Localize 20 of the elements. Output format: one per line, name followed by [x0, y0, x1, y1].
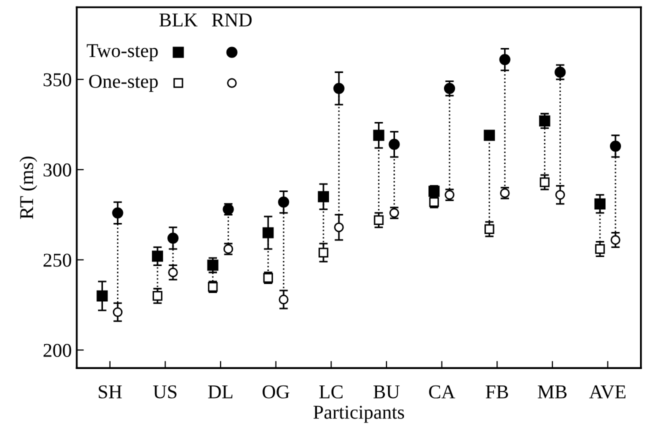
x-tick-label: FB [486, 385, 508, 398]
x-tick-label: CA [429, 385, 456, 398]
annotation: BLK [159, 14, 198, 26]
x-tick-label: BU [374, 385, 400, 398]
legend-label: One-step [89, 74, 158, 92]
x-tick-label: LC [319, 385, 343, 398]
x-tick-label: DL [208, 385, 232, 398]
x-axis-title: Participants [313, 406, 404, 423]
x-tick-label: AVE [589, 385, 626, 399]
x-tick-label: SH [98, 385, 122, 398]
annotation: RND [212, 14, 252, 26]
y-tick-label: 350 [44, 73, 72, 86]
y-tick-label: 300 [44, 163, 72, 177]
x-tick-label: MB [538, 385, 567, 398]
legend-label: Two-step [86, 44, 158, 62]
y-tick-label: 250 [44, 254, 72, 267]
x-tick-label: US [153, 385, 176, 398]
x-tick-label: OG [262, 385, 290, 398]
y-tick-label: 200 [44, 344, 72, 357]
y-axis-title: RT (ms) [20, 156, 38, 220]
